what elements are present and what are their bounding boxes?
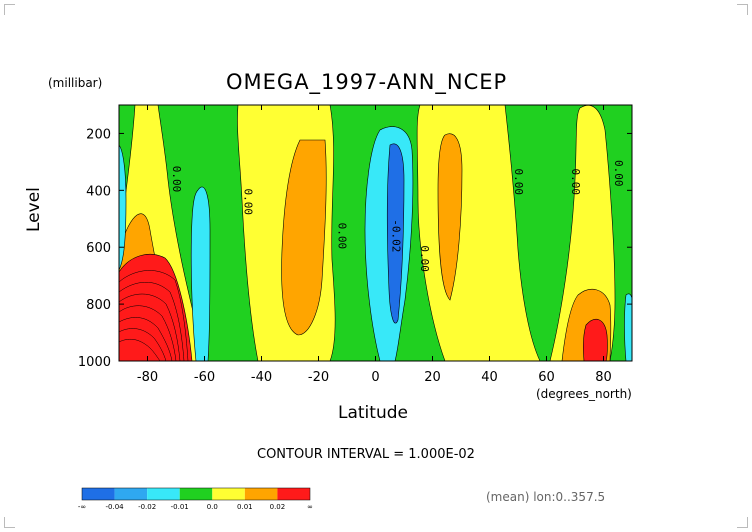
chart-title: OMEGA_1997-ANN_NCEP — [226, 70, 508, 94]
contour-interval-label: CONTOUR INTERVAL = 1.000E-02 — [257, 447, 475, 462]
x-axis-title: Latitude — [338, 403, 408, 423]
corner-mark — [737, 4, 748, 15]
colorbar-level-label: -∞ — [78, 503, 86, 511]
colorbar-labels: -∞ -0.04 -0.02 -0.01 0.0 0.01 0.02 ∞ — [78, 503, 313, 511]
contour-fields — [119, 105, 632, 361]
corner-mark — [4, 517, 15, 528]
colorbar-level-label: ∞ — [307, 503, 313, 511]
x-tick-label: 80 — [595, 370, 612, 385]
x-units-label: (degrees_north) — [536, 387, 632, 401]
colorbar-swatch — [212, 488, 245, 500]
x-tick-label: 0 — [371, 370, 379, 385]
y-axis-ticks: 200 400 600 800 1000 — [78, 127, 632, 370]
colorbar-level-label: -0.04 — [106, 503, 125, 511]
x-tick-label: 40 — [481, 370, 498, 385]
x-tick-label: 20 — [424, 370, 441, 385]
colorbar-swatch — [179, 488, 213, 500]
colorbar-swatch — [114, 488, 148, 500]
colorbar-swatch — [82, 488, 115, 500]
x-tick-label: -60 — [194, 370, 215, 385]
red-region — [583, 318, 608, 361]
contour-lines — [119, 270, 189, 361]
colorbar-level-label: 0.0 — [207, 503, 218, 511]
x-tick-label: -20 — [308, 370, 329, 385]
colorbar-level-label: 0.02 — [270, 503, 286, 511]
y-tick-label: 200 — [86, 127, 111, 142]
y-tick-label: 600 — [86, 241, 111, 256]
y-tick-label: 800 — [86, 298, 111, 313]
orange-region — [437, 133, 463, 301]
y-tick-label: 1000 — [78, 355, 111, 370]
contour-label: 0.00 — [241, 188, 254, 215]
colorbar-swatches — [81, 487, 311, 501]
contour-label: 0.00 — [170, 166, 183, 193]
orange-region — [281, 139, 327, 336]
colorbar-frame — [81, 487, 311, 501]
strong-negative-region — [386, 143, 405, 324]
colorbar-swatch — [147, 488, 180, 500]
contour-label: 0.00 — [418, 245, 431, 272]
y-tick-label: 400 — [86, 184, 111, 199]
colorbar-level-label: -0.01 — [171, 503, 189, 511]
corner-mark — [737, 517, 748, 528]
contour-label: 0.00 — [612, 160, 625, 187]
contour-label: -0.02 — [390, 219, 403, 252]
x-tick-label: -80 — [137, 370, 158, 385]
units-label: (millibar) — [48, 76, 103, 90]
colorbar-level-label: -0.02 — [138, 503, 156, 511]
contour-labels: 0.00 0.00 0.00 -0.02 0.00 0.00 0.00 0.00 — [170, 160, 625, 272]
contour-label: 0.00 — [569, 169, 582, 196]
contour-label: 0.00 — [335, 223, 348, 250]
mean-label: (mean) lon:0..357.5 — [486, 490, 606, 504]
colorbar-swatch — [244, 488, 278, 500]
x-tick-label: -40 — [251, 370, 272, 385]
colorbar-swatch — [277, 488, 310, 500]
x-axis-ticks: -80 -60 -40 -20 0 20 40 60 80 — [137, 105, 612, 385]
negative-region — [190, 186, 211, 361]
contour-label: 0.00 — [512, 169, 525, 196]
corner-mark — [4, 4, 15, 15]
negative-region — [624, 293, 632, 361]
x-tick-label: 60 — [538, 370, 555, 385]
negative-region — [119, 144, 127, 271]
colorbar-level-label: 0.01 — [237, 503, 253, 511]
red-region — [119, 254, 193, 361]
